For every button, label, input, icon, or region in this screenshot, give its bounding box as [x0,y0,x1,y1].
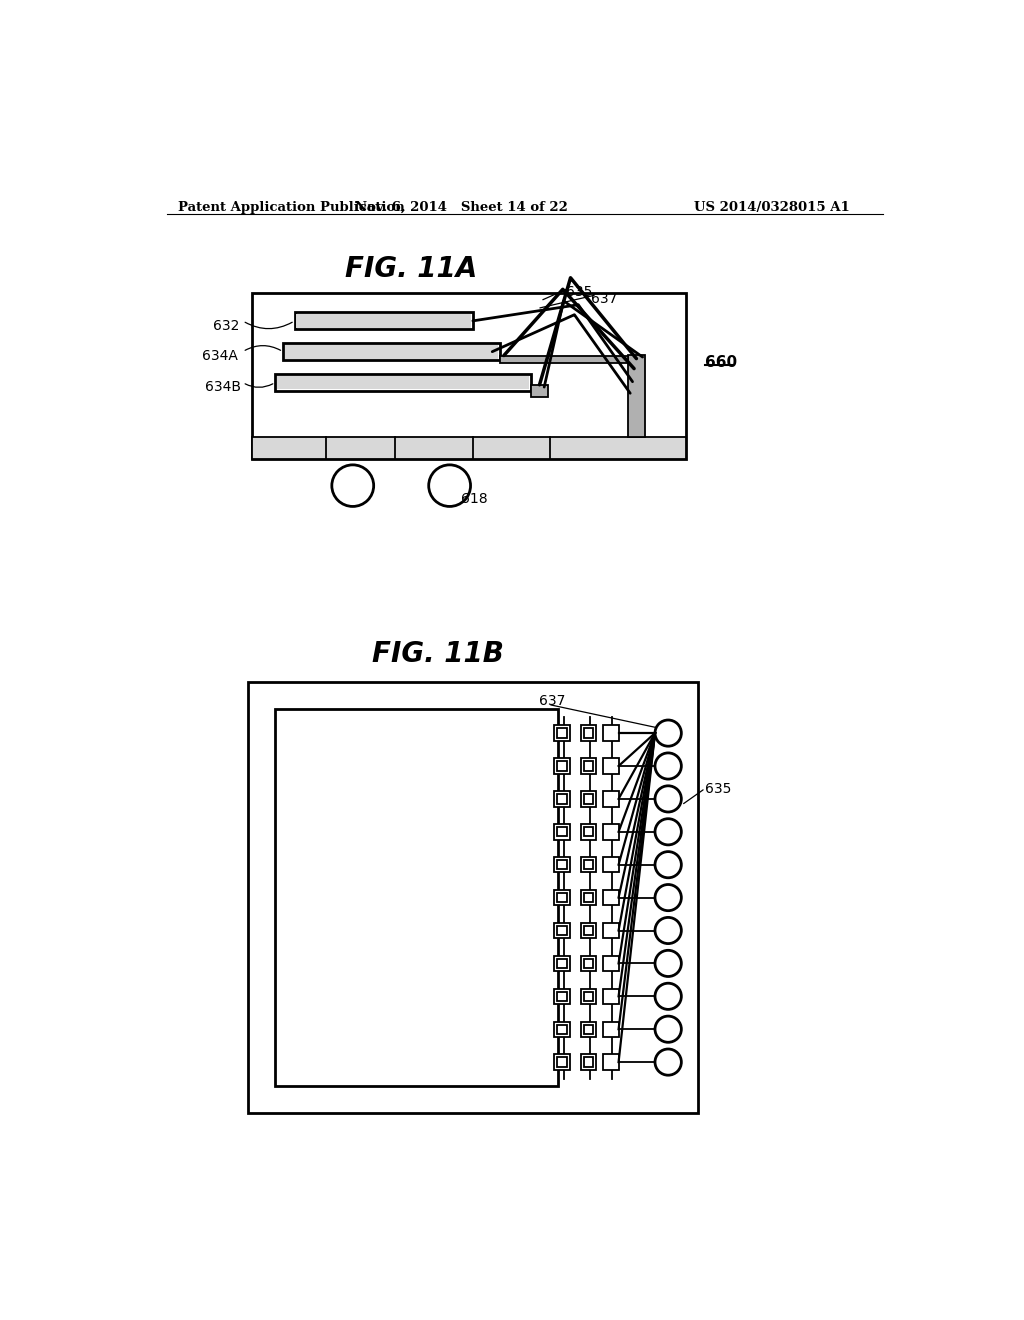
Bar [285,345,499,359]
Bar [581,890,596,906]
Bar [554,1022,569,1038]
Bar [584,861,593,870]
Bar [554,758,569,774]
Circle shape [655,752,681,779]
Bar [252,437,686,459]
Bar [500,355,628,363]
Bar [248,682,697,1113]
Bar [554,857,569,873]
Bar [628,355,645,437]
Bar [557,795,566,804]
Bar [584,892,593,903]
Bar [557,925,566,935]
Text: 634A: 634A [202,350,238,363]
Bar [581,824,596,840]
Bar [584,762,593,771]
Circle shape [655,785,681,812]
Text: 618: 618 [461,492,487,506]
Bar [554,824,569,840]
Bar [554,923,569,939]
Bar [557,991,566,1001]
Text: 637: 637 [592,292,617,306]
Text: Nov. 6, 2014   Sheet 14 of 22: Nov. 6, 2014 Sheet 14 of 22 [354,201,567,214]
Bar [276,376,529,389]
Text: FIG. 11B: FIG. 11B [372,640,504,668]
Bar [554,989,569,1005]
Circle shape [655,1049,681,1076]
Text: FIG. 11A: FIG. 11A [345,255,477,282]
Bar [603,890,618,906]
Bar [603,989,618,1005]
Bar [296,314,471,327]
Bar [557,861,566,870]
Bar [557,1024,566,1034]
Bar [557,762,566,771]
Bar [581,758,596,774]
Bar [554,791,569,807]
Bar [603,791,618,807]
Bar [603,857,618,873]
Bar [581,989,596,1005]
Bar [581,791,596,807]
Bar [584,958,593,968]
Bar [557,958,566,968]
Circle shape [655,884,681,911]
Circle shape [655,917,681,944]
Bar [275,374,531,391]
Circle shape [655,983,681,1010]
Bar [581,923,596,939]
Bar [584,729,593,738]
Bar [275,709,558,1086]
Bar [554,890,569,906]
Bar [603,726,618,741]
Bar [603,1055,618,1069]
Text: Patent Application Publication: Patent Application Publication [178,201,406,214]
Text: 635: 635 [706,781,732,796]
Bar [554,956,569,972]
Bar [603,923,618,939]
Bar [584,1057,593,1067]
Circle shape [655,1016,681,1043]
Bar [295,313,473,330]
Text: 632: 632 [213,318,240,333]
Bar [554,726,569,741]
Bar [581,857,596,873]
Circle shape [332,465,374,507]
Circle shape [655,818,681,845]
Circle shape [655,851,681,878]
Bar [584,991,593,1001]
Bar [557,892,566,903]
Text: 637: 637 [539,693,565,708]
Circle shape [655,950,681,977]
Circle shape [429,465,471,507]
Bar [252,293,686,459]
Bar [584,795,593,804]
Bar [603,956,618,972]
Text: US 2014/0328015 A1: US 2014/0328015 A1 [693,201,850,214]
Bar [603,758,618,774]
Bar [603,1022,618,1038]
Text: 660: 660 [706,355,737,370]
Text: 635: 635 [566,285,592,300]
Bar [557,1057,566,1067]
Bar [554,1055,569,1069]
Bar [557,828,566,837]
Bar [581,956,596,972]
Bar [581,1022,596,1038]
Bar [283,343,500,360]
Bar [584,1024,593,1034]
Bar [584,925,593,935]
Bar [581,1055,596,1069]
Circle shape [655,719,681,746]
Bar [603,824,618,840]
Bar [581,726,596,741]
Bar [557,729,566,738]
Bar [584,828,593,837]
Bar [531,385,548,397]
Text: 634B: 634B [206,380,242,395]
